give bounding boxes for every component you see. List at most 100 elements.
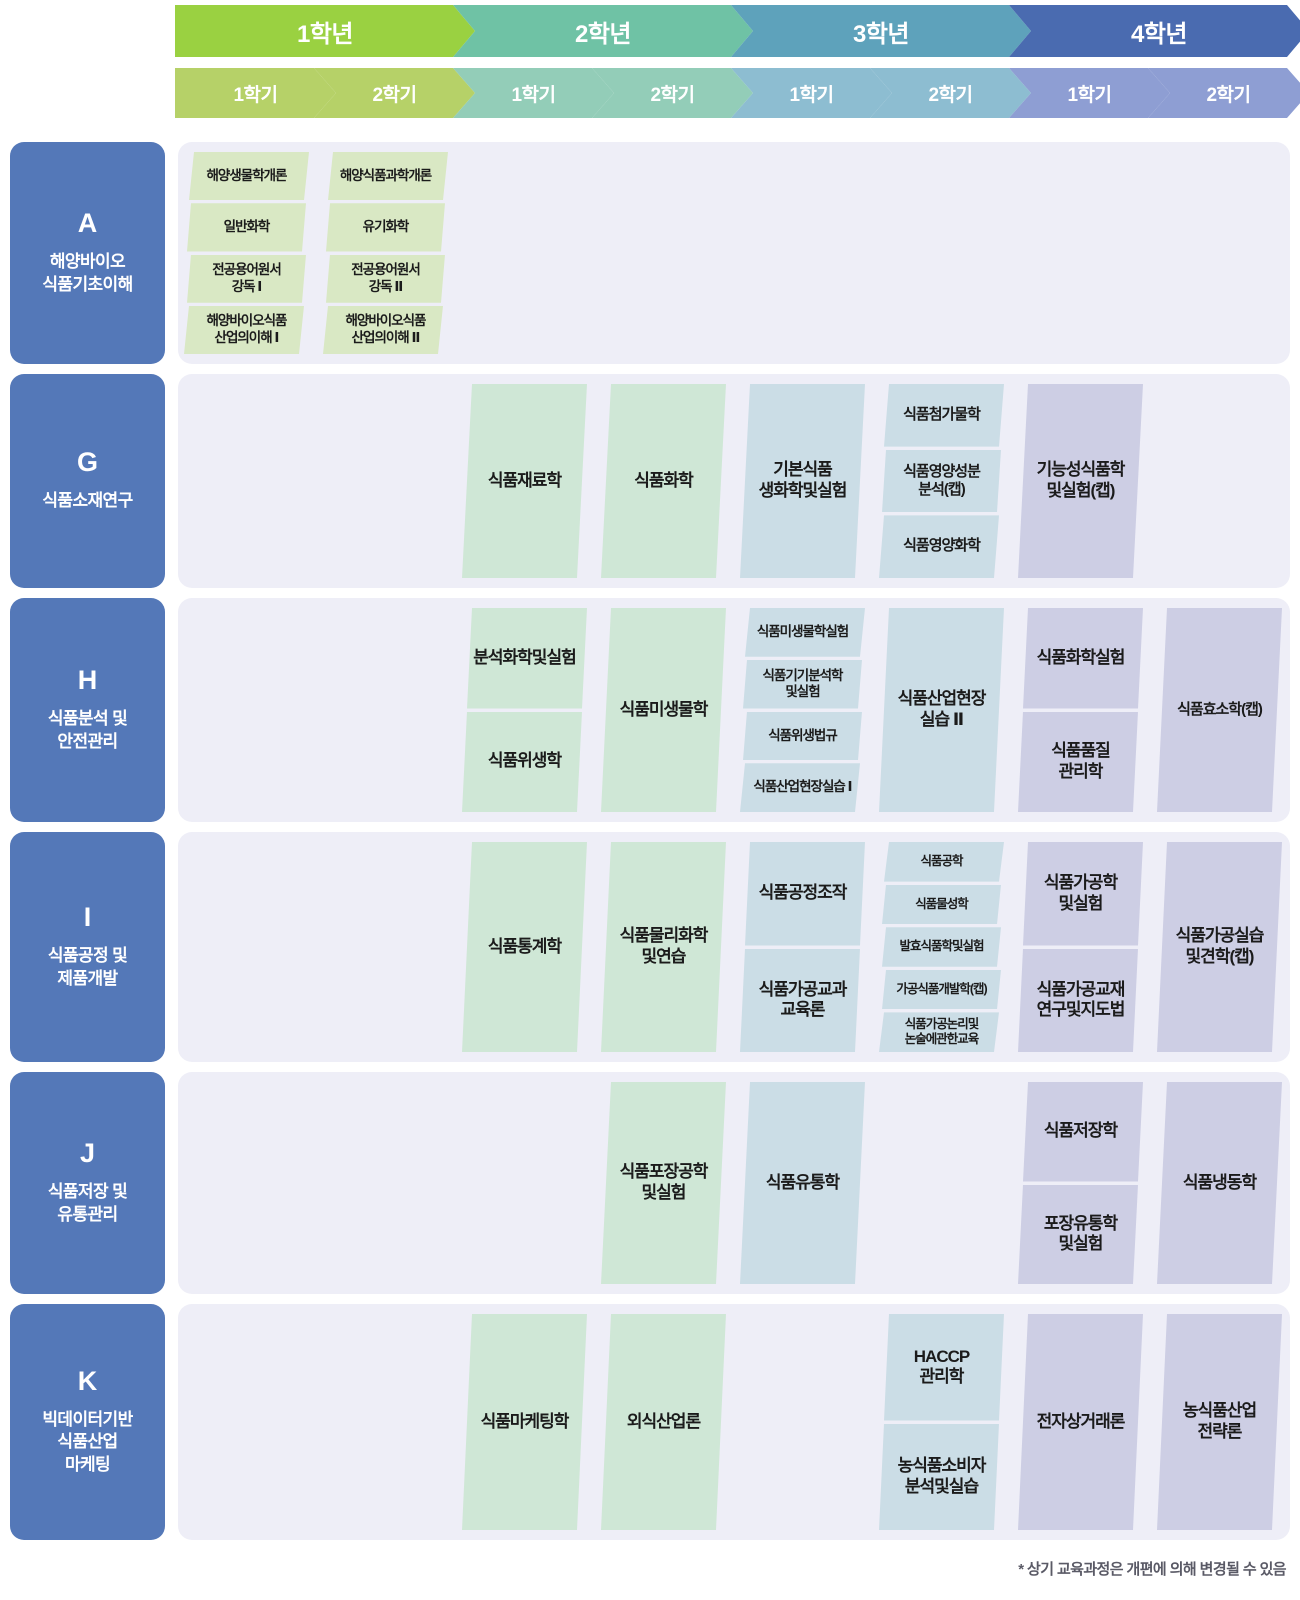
footnote: * 상기 교육과정은 개편에 의해 변경될 수 있음 [1018, 1561, 1286, 1578]
category-letter: J [79, 1138, 96, 1169]
course-cell[interactable]: 농식품산업 전략론 [1157, 1314, 1282, 1530]
course-label: 해양바이오식품 산업의이해 Ⅰ [206, 313, 287, 345]
course-group-s4: 식품화학 [601, 384, 726, 578]
course-cell[interactable]: 식품물성학 [879, 885, 1004, 925]
course-cell[interactable]: 식품품질 관리학 [1018, 712, 1143, 813]
course-label: 식품공학 [920, 854, 963, 869]
course-label: 식품미생물학실험 [756, 624, 849, 640]
course-cell[interactable]: 농식품소비자 분석및실습 [879, 1424, 1004, 1531]
course-cell[interactable]: 식품가공실습 및견학(캡) [1157, 842, 1282, 1052]
course-cell[interactable]: 식품화학실험 [1018, 608, 1143, 709]
course-label: 식품마케팅학 [480, 1411, 569, 1431]
course-cell[interactable]: 식품화학 [601, 384, 726, 578]
course-cell[interactable]: 식품미생물학 [601, 608, 726, 812]
category-card-H[interactable]: H 식품분석 및 안전관리 [10, 598, 165, 822]
semester-chevron-6: 2학기 [870, 68, 1031, 118]
course-cell[interactable]: 해양바이오식품 산업의이해 Ⅰ [184, 306, 309, 354]
course-group-s7: 전자상거래론 [1018, 1314, 1143, 1530]
category-card-J[interactable]: J 식품저장 및 유통관리 [10, 1072, 165, 1294]
timeline-header: 1학년 2학년 3학년 4학년 1학기 2학기 1학기 2학기 1학기 2학기 1학기 2학기 [0, 0, 1300, 125]
course-label: 농식품소비자 분석및실습 [897, 1456, 986, 1496]
year-chevron-1: 1학년 [175, 5, 475, 57]
course-cell[interactable]: 발효식품학및실험 [879, 927, 1004, 967]
course-label: 해양식품과학개론 [339, 167, 432, 183]
category-letter: K [77, 1365, 98, 1396]
course-cell[interactable]: 유기화학 [323, 203, 448, 251]
course-group-s5: 기본식품 생화학및실험 [740, 384, 865, 578]
course-cell[interactable]: 식품저장학 [1018, 1082, 1143, 1182]
course-cell[interactable]: 식품통계학 [462, 842, 587, 1052]
course-cell[interactable]: 전공용어원서 강독 Ⅱ [323, 255, 448, 303]
course-cell[interactable]: 식품냉동학 [1157, 1082, 1282, 1284]
category-card-G[interactable]: G 식품소재연구 [10, 374, 165, 588]
course-cell[interactable]: 식품영양화학 [879, 515, 1004, 578]
course-cell[interactable]: 기본식품 생화학및실험 [740, 384, 865, 578]
course-label: 식품포장공학 및실험 [619, 1162, 708, 1202]
course-label: 식품통계학 [487, 936, 562, 956]
semester-label: 1학기 [789, 84, 834, 106]
course-cell[interactable]: 식품산업현장실습 Ⅰ [740, 763, 865, 812]
semester-label: 2학기 [1206, 84, 1251, 106]
course-group-s3: 식품통계학 [462, 842, 587, 1052]
course-cell[interactable]: 식품효소학(캡) [1157, 608, 1282, 812]
course-cell[interactable]: 식품영양성분 분석(캡) [879, 450, 1004, 513]
course-cell[interactable]: 식품위생법규 [740, 712, 865, 761]
course-cell[interactable]: 식품첨가물학 [879, 384, 1004, 447]
course-cell[interactable]: 식품기기분석학 및실험 [740, 660, 865, 709]
course-label: 해양바이오식품 산업의이해 Ⅱ [345, 313, 426, 345]
course-cell[interactable]: 전자상거래론 [1018, 1314, 1143, 1530]
course-cell[interactable]: 해양바이오식품 산업의이해 Ⅱ [323, 306, 448, 354]
course-label: 식품품질 관리학 [1051, 741, 1110, 781]
course-cell[interactable]: 식품가공학 및실험 [1018, 842, 1143, 946]
course-cell[interactable]: 분석화학및실험 [462, 608, 587, 709]
course-cell[interactable]: 식품공정조작 [740, 842, 865, 946]
year-label: 3학년 [852, 20, 909, 48]
course-cell[interactable]: 해양생물학개론 [184, 152, 309, 200]
course-cell[interactable]: 식품물리화학 및연습 [601, 842, 726, 1052]
course-cell[interactable]: 식품미생물학실험 [740, 608, 865, 657]
category-card-A[interactable]: A 해양바이오 식품기초이해 [10, 142, 165, 364]
course-cell[interactable]: 식품가공교재 연구및지도법 [1018, 949, 1143, 1053]
course-label: 식품영양화학 [903, 537, 980, 555]
course-label: 발효식품학및실험 [899, 939, 984, 954]
course-cell[interactable]: 식품마케팅학 [462, 1314, 587, 1530]
course-cell[interactable]: 식품공학 [879, 842, 1004, 882]
course-cell[interactable]: 기능성식품학 및실험(캡) [1018, 384, 1143, 578]
year-chevron-3: 3학년 [731, 5, 1031, 57]
course-cell[interactable]: 가공식품개발학(캡) [879, 970, 1004, 1010]
course-cell[interactable]: 포장유통학 및실험 [1018, 1185, 1143, 1285]
course-cell[interactable]: 식품재료학 [462, 384, 587, 578]
course-cell[interactable]: 일반화학 [184, 203, 309, 251]
course-cell[interactable]: 외식산업론 [601, 1314, 726, 1530]
course-label: 해양생물학개론 [206, 167, 287, 183]
course-group-s8: 식품냉동학 [1157, 1082, 1282, 1284]
course-group-s3: 식품재료학 [462, 384, 587, 578]
category-name: 식품저장 및 유통관리 [47, 1182, 128, 1224]
course-label: 식품물성학 [915, 896, 968, 911]
course-label: 식품산업현장 실습 Ⅱ [897, 689, 986, 729]
course-label: 전공용어원서 강독 Ⅱ [351, 262, 420, 294]
course-label: 전자상거래론 [1036, 1411, 1125, 1431]
course-cell[interactable]: 식품가공논리및 논술에관한교육 [879, 1012, 1004, 1052]
course-cell[interactable]: 식품위생학 [462, 712, 587, 813]
category-letter: A [77, 208, 98, 239]
category-card-I[interactable]: I 식품공정 및 제품개발 [10, 832, 165, 1062]
course-cell[interactable]: HACCP 관리학 [879, 1314, 1004, 1421]
course-group-s7: 식품가공학 및실험 식품가공교재 연구및지도법 [1018, 842, 1143, 1052]
course-cell[interactable]: 식품산업현장 실습 Ⅱ [879, 608, 1004, 812]
course-cell[interactable]: 식품가공교과 교육론 [740, 949, 865, 1053]
course-label: 식품효소학(캡) [1177, 700, 1262, 718]
course-group-s5: 식품유통학 [740, 1082, 865, 1284]
course-label: 식품영양성분 분석(캡) [903, 462, 980, 498]
course-cell[interactable]: 해양식품과학개론 [323, 152, 448, 200]
course-cell[interactable]: 식품유통학 [740, 1082, 865, 1284]
category-card-K[interactable]: K 빅데이터기반 식품산업 마케팅 [10, 1304, 165, 1540]
course-label: 식품화학실험 [1036, 647, 1125, 667]
course-label: 식품위생법규 [768, 727, 837, 743]
semester-label: 1학기 [511, 84, 556, 106]
year-label: 2학년 [574, 20, 631, 48]
course-cell[interactable]: 전공용어원서 강독 Ⅰ [184, 255, 309, 303]
course-cell[interactable]: 식품포장공학 및실험 [601, 1082, 726, 1284]
